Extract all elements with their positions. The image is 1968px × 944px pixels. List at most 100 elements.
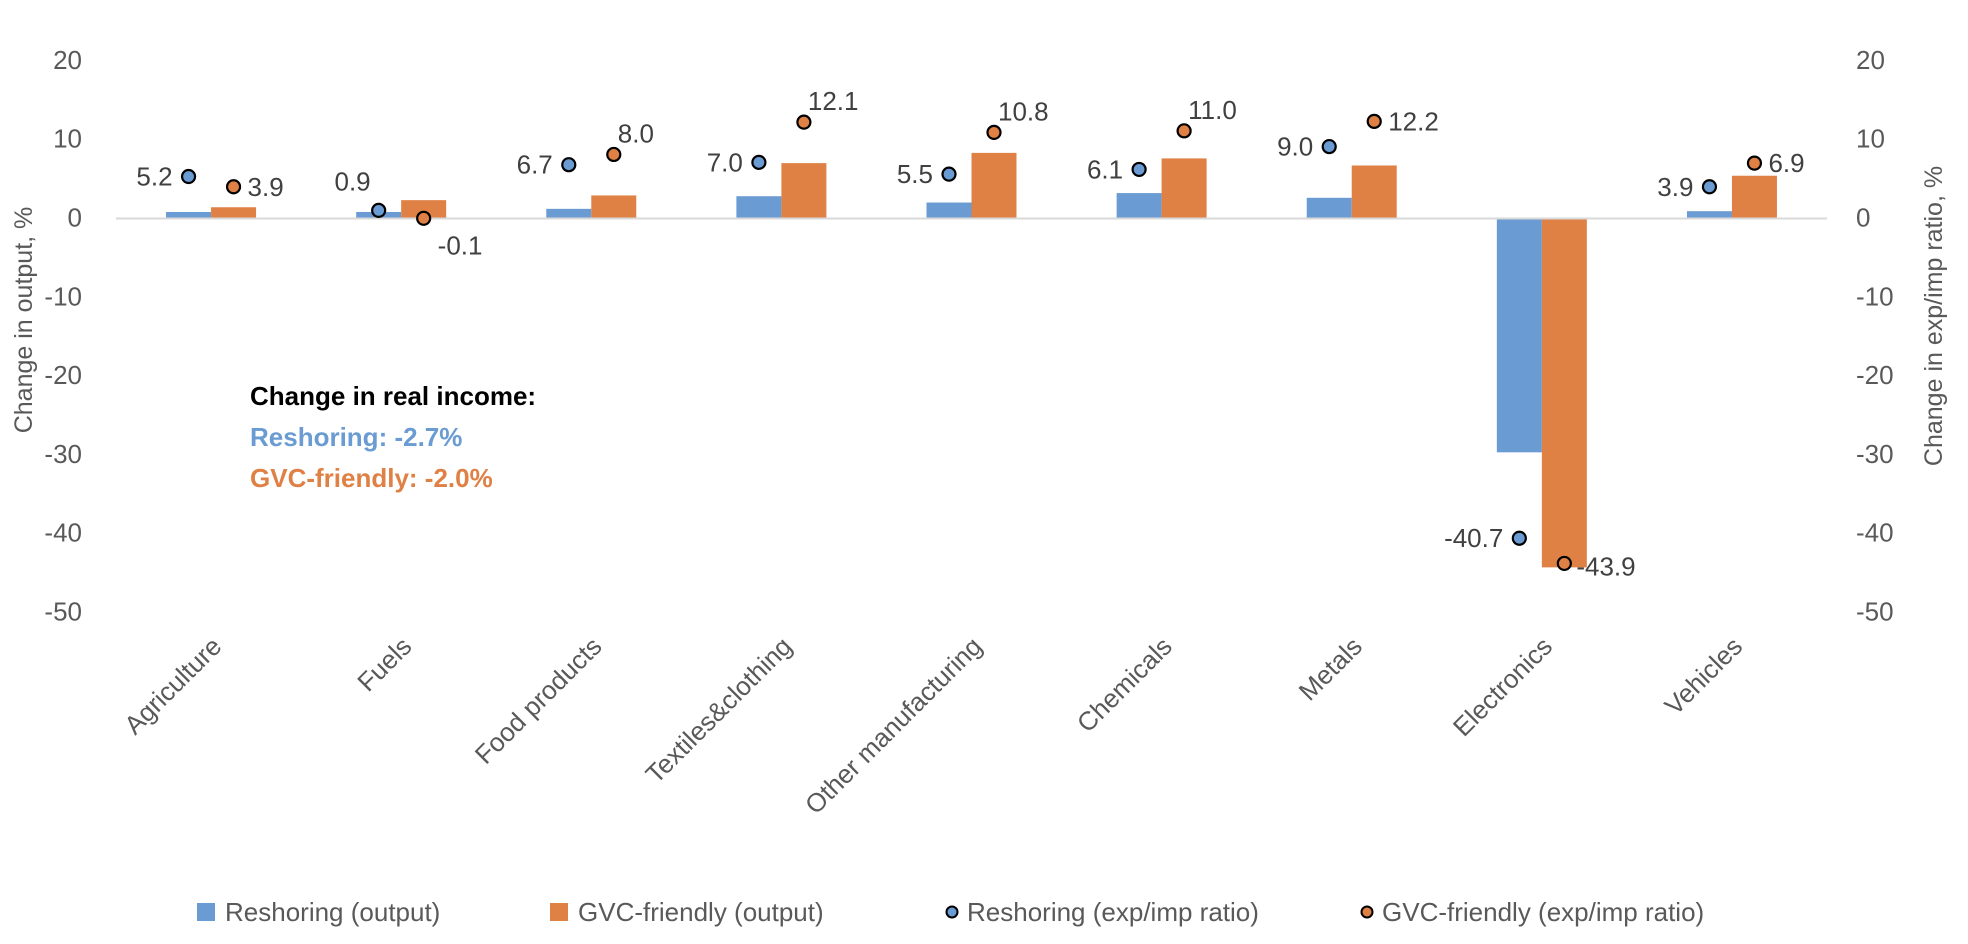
dots-layer: [180, 113, 1763, 572]
real-income-annotation: Change in real income: Reshoring: -2.7% …: [250, 381, 536, 493]
left-axis: 20 10 0 -10 -20 -30 -40 -50: [44, 45, 82, 627]
category-label-agriculture: Agriculture: [118, 631, 227, 740]
bar-gvc-friendly-output-metals: [1351, 165, 1397, 218]
data-label-reshoring-exp-imp-ratio-food-products: 6.7: [517, 150, 553, 180]
dot-reshoring-exp-imp-ratio-agriculture: [180, 168, 197, 185]
bar-gvc-friendly-output-chemicals: [1161, 158, 1207, 218]
right-tick-label: 0: [1856, 203, 1870, 233]
category-axis: Agriculture Fuels Food products Textiles&cl…: [118, 631, 1748, 820]
data-label-gvc-friendly-exp-imp-ratio-agriculture: 3.9: [248, 172, 284, 202]
data-label-reshoring-exp-imp-ratio-agriculture: 5.2: [136, 162, 172, 192]
legend-swatch-reshoring-exp-imp-ratio: [945, 905, 959, 919]
legend-label-reshoring-exp-imp-ratio: Reshoring (exp/imp ratio): [967, 897, 1259, 927]
legend-swatch-reshoring-output: [197, 903, 215, 921]
data-label-gvc-friendly-exp-imp-ratio-vehicles: 6.9: [1768, 148, 1804, 178]
data-label-reshoring-exp-imp-ratio-chemicals: 6.1: [1087, 154, 1123, 184]
bar-reshoring-output-textiles-clothing: [736, 196, 782, 218]
legend-label-reshoring-output: Reshoring (output): [225, 897, 440, 927]
bar-reshoring-output-metals: [1306, 197, 1352, 218]
bars-layer: [166, 152, 1777, 568]
left-tick-label: -20: [44, 360, 82, 390]
data-label-reshoring-exp-imp-ratio-textiles-clothing: 7.0: [707, 147, 743, 177]
annotation-gvc-friendly: GVC-friendly: -2.0%: [250, 463, 493, 493]
data-label-reshoring-exp-imp-ratio-metals: 9.0: [1277, 132, 1313, 162]
bar-reshoring-output-food-products: [546, 208, 592, 218]
category-label-metals: Metals: [1293, 631, 1368, 706]
right-tick-label: -40: [1856, 518, 1894, 548]
dot-gvc-friendly-exp-imp-ratio-other-manufacturing: [986, 124, 1002, 140]
data-label-reshoring-exp-imp-ratio-vehicles: 3.9: [1657, 172, 1693, 202]
dot-gvc-friendly-exp-imp-ratio-food-products: [606, 146, 622, 163]
category-label-fuels: Fuels: [351, 631, 417, 697]
data-label-gvc-friendly-exp-imp-ratio-chemicals: 11.0: [1188, 95, 1237, 125]
right-axis-title: Change in exp/imp ratio, %: [1920, 166, 1948, 466]
bar-gvc-friendly-output-vehicles: [1731, 175, 1777, 218]
data-label-reshoring-exp-imp-ratio-electronics: -40.7: [1444, 523, 1503, 553]
bar-gvc-friendly-output-food-products: [591, 195, 637, 218]
legend-label-gvc-friendly-output: GVC-friendly (output): [578, 897, 824, 927]
bar-gvc-friendly-output-fuels: [401, 200, 447, 218]
bar-reshoring-output-vehicles: [1686, 211, 1732, 218]
left-tick-label: -10: [44, 281, 82, 311]
left-tick-label: 10: [53, 124, 82, 154]
right-axis: 20 10 0 -10 -20 -30 -40 -50: [1856, 45, 1894, 627]
bar-reshoring-output-other-manufacturing: [926, 202, 972, 218]
bar-gvc-friendly-output-agriculture: [211, 207, 257, 218]
dot-gvc-friendly-exp-imp-ratio-agriculture: [225, 179, 242, 195]
data-label-gvc-friendly-exp-imp-ratio-food-products: 8.0: [618, 118, 654, 148]
dot-reshoring-exp-imp-ratio-metals: [1321, 138, 1337, 155]
right-tick-label: -10: [1856, 281, 1894, 311]
legend-swatch-gvc-friendly-output: [550, 903, 568, 921]
dot-reshoring-exp-imp-ratio-textiles-clothing: [751, 154, 767, 170]
bar-reshoring-output-chemicals: [1116, 193, 1162, 218]
left-tick-label: 0: [68, 203, 82, 233]
category-label-chemicals: Chemicals: [1071, 631, 1178, 738]
dot-gvc-friendly-exp-imp-ratio-textiles-clothing: [796, 114, 812, 130]
dot-gvc-friendly-exp-imp-ratio-vehicles: [1746, 155, 1763, 171]
category-label-food-products: Food products: [469, 631, 608, 770]
dot-gvc-friendly-exp-imp-ratio-fuels: [416, 210, 432, 226]
category-label-textiles-clothing: Textiles&clothing: [639, 631, 797, 789]
category-label-other-manufacturing: Other manufacturing: [799, 631, 988, 820]
data-label-reshoring-exp-imp-ratio-fuels: 0.9: [335, 166, 371, 196]
right-tick-label: 10: [1856, 124, 1885, 154]
bar-gvc-friendly-output-textiles-clothing: [781, 163, 827, 218]
legend-swatch-gvc-friendly-exp-imp-ratio: [1360, 905, 1374, 919]
dot-gvc-friendly-exp-imp-ratio-electronics: [1556, 555, 1572, 572]
left-tick-label: -50: [44, 597, 82, 627]
dot-reshoring-exp-imp-ratio-vehicles: [1701, 179, 1718, 195]
data-label-gvc-friendly-exp-imp-ratio-other-manufacturing: 10.8: [998, 96, 1049, 126]
category-label-electronics: Electronics: [1447, 631, 1558, 742]
right-tick-label: -20: [1856, 360, 1894, 390]
dot-reshoring-exp-imp-ratio-food-products: [561, 157, 577, 173]
category-label-vehicles: Vehicles: [1658, 631, 1748, 721]
legend: Reshoring (output) GVC-friendly (output) R…: [197, 897, 1704, 927]
bar-reshoring-output-electronics: [1496, 217, 1542, 453]
dot-reshoring-exp-imp-ratio-other-manufacturing: [941, 166, 957, 182]
data-label-gvc-friendly-exp-imp-ratio-electronics: -43.9: [1576, 551, 1635, 581]
right-tick-label: -50: [1856, 597, 1894, 627]
data-label-gvc-friendly-exp-imp-ratio-textiles-clothing: 12.1: [808, 86, 859, 116]
bar-gvc-friendly-output-electronics: [1541, 217, 1587, 568]
data-label-gvc-friendly-exp-imp-ratio-metals: 12.2: [1388, 106, 1439, 136]
dot-reshoring-exp-imp-ratio-fuels: [371, 202, 387, 219]
data-label-gvc-friendly-exp-imp-ratio-fuels: -0.1: [438, 230, 483, 260]
bar-gvc-friendly-output-other-manufacturing: [971, 152, 1017, 218]
left-axis-title: Change in output, %: [10, 207, 38, 434]
left-tick-label: -30: [44, 439, 82, 469]
annotation-heading: Change in real income:: [250, 381, 536, 411]
dot-gvc-friendly-exp-imp-ratio-metals: [1366, 113, 1382, 129]
legend-label-gvc-friendly-exp-imp-ratio: GVC-friendly (exp/imp ratio): [1382, 897, 1704, 927]
dot-reshoring-exp-imp-ratio-electronics: [1511, 530, 1527, 546]
data-label-reshoring-exp-imp-ratio-other-manufacturing: 5.5: [897, 159, 933, 189]
right-tick-label: 20: [1856, 45, 1885, 75]
right-tick-label: -30: [1856, 439, 1894, 469]
annotation-reshoring: Reshoring: -2.7%: [250, 422, 462, 452]
data-labels-layer: 5.2 0.9 6.7 7.0 5.5 6.1 9.0 -40.7 3.9 3.9 -0.1 8.0 1…: [136, 86, 1804, 581]
dot-reshoring-exp-imp-ratio-chemicals: [1131, 161, 1147, 178]
bar-reshoring-output-agriculture: [166, 211, 212, 218]
left-tick-label: -40: [44, 518, 82, 548]
left-tick-label: 20: [53, 45, 82, 75]
dot-gvc-friendly-exp-imp-ratio-chemicals: [1176, 123, 1192, 139]
